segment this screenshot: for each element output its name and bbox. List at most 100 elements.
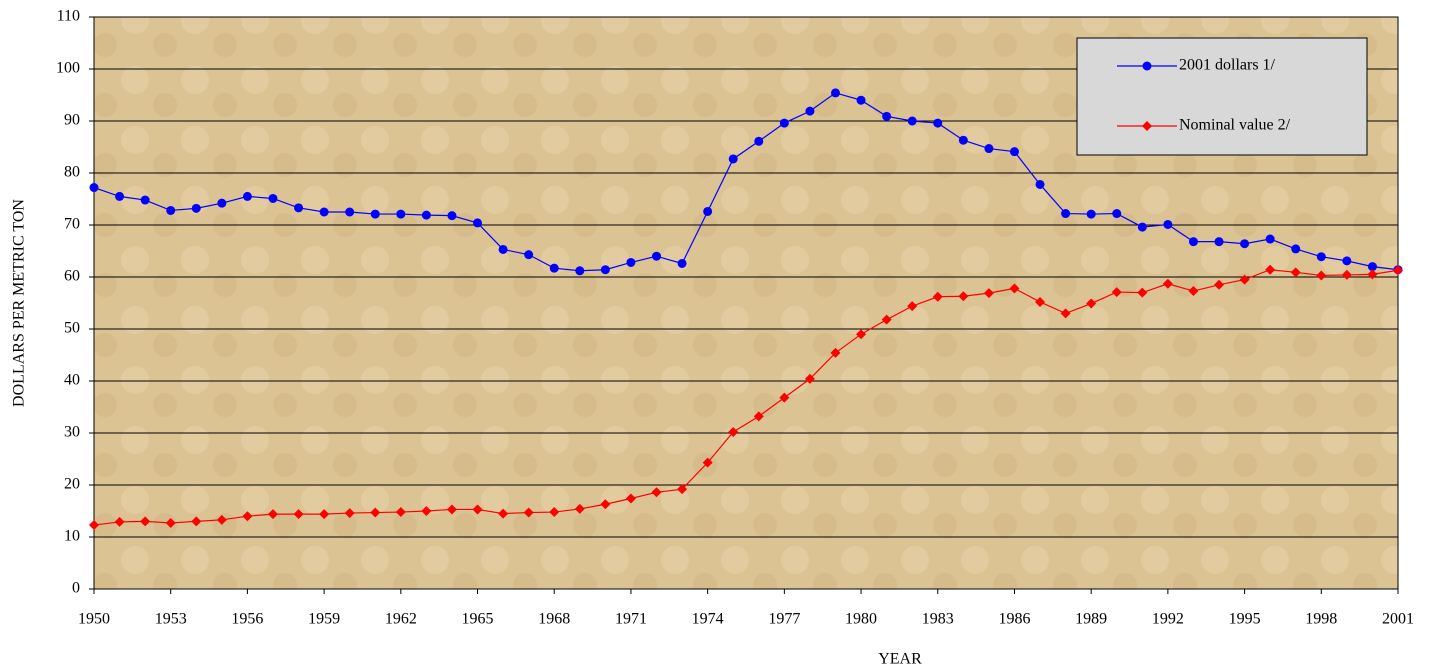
data-point: [1188, 286, 1199, 297]
data-point: [882, 111, 892, 121]
series-line: [93, 269, 1399, 526]
x-tick-label: 1965: [462, 611, 494, 628]
data-point: [242, 191, 252, 201]
data-point: [216, 514, 227, 525]
data-point: [1086, 298, 1097, 309]
data-point: [242, 511, 253, 522]
data-point: [1214, 279, 1225, 290]
data-point: [932, 291, 943, 302]
data-point: [1342, 256, 1352, 266]
data-point: [523, 507, 534, 518]
data-point: [652, 251, 662, 261]
data-point: [446, 504, 457, 515]
data-point: [830, 88, 840, 98]
data-point: [881, 314, 892, 325]
data-point: [1009, 147, 1019, 157]
data-point: [1341, 269, 1352, 280]
x-tick-label: 1977: [768, 611, 800, 628]
data-point: [472, 504, 483, 515]
data-point: [574, 503, 585, 514]
data-point: [703, 206, 713, 216]
data-point: [217, 198, 227, 208]
x-tick-label: 1974: [692, 611, 724, 628]
data-point: [1367, 269, 1378, 280]
x-tick-label: 2001: [1382, 611, 1414, 628]
data-point: [958, 135, 968, 145]
data-point: [140, 516, 151, 527]
data-point: [1162, 278, 1173, 289]
x-tick-label: 1962: [385, 611, 417, 628]
data-point: [1291, 244, 1301, 254]
data-point: [115, 191, 125, 201]
data-point: [268, 193, 278, 203]
data-point: [345, 207, 355, 217]
data-point: [1265, 234, 1275, 244]
data-point: [907, 116, 917, 126]
data-point: [498, 244, 508, 254]
data-point: [1061, 209, 1071, 219]
y-tick-label: 80: [64, 164, 80, 181]
data-point: [114, 516, 125, 527]
data-point: [191, 516, 202, 527]
data-point: [524, 250, 534, 260]
data-point: [165, 517, 176, 528]
y-tick-label: 110: [57, 8, 80, 25]
data-point: [1035, 296, 1046, 307]
data-point: [293, 509, 304, 520]
data-point: [549, 507, 560, 518]
data-point: [830, 347, 841, 358]
data-point: [395, 507, 406, 518]
y-tick-label: 0: [72, 580, 80, 597]
data-point: [166, 205, 176, 215]
y-tick-label: 40: [64, 372, 80, 389]
x-tick-label: 1971: [615, 611, 647, 628]
x-axis-title: YEAR: [878, 651, 922, 668]
legend-label: 2001 dollars 1/: [1179, 57, 1276, 74]
x-tick-label: 1980: [845, 611, 877, 628]
y-tick-label: 100: [56, 60, 80, 77]
data-point: [1367, 262, 1377, 272]
data-point: [1265, 264, 1276, 275]
data-point: [677, 258, 687, 268]
data-point: [600, 499, 611, 510]
data-point: [754, 136, 764, 146]
x-tick-label: 1983: [922, 611, 954, 628]
x-tick-label: 1956: [231, 611, 263, 628]
data-point: [1137, 222, 1147, 232]
data-point: [804, 373, 815, 384]
data-point: [370, 209, 380, 219]
data-point: [984, 144, 994, 154]
data-point: [319, 207, 329, 217]
data-point: [625, 493, 636, 504]
data-point: [1240, 239, 1250, 249]
y-tick-label: 20: [64, 476, 80, 493]
legend-marker: [1142, 61, 1152, 71]
x-tick-label: 1950: [78, 611, 110, 628]
data-point: [1035, 179, 1045, 189]
data-point: [1316, 270, 1327, 281]
data-point: [1188, 237, 1198, 247]
y-tick-label: 90: [64, 112, 80, 129]
data-point: [319, 509, 330, 520]
data-point: [473, 218, 483, 228]
x-tick-label: 1989: [1075, 611, 1107, 628]
data-point: [1316, 252, 1326, 262]
x-tick-label: 1998: [1305, 611, 1337, 628]
legend-label: Nominal value 2/: [1179, 117, 1291, 134]
y-axis-title: DOLLARS PER METRIC TON: [11, 199, 28, 407]
data-point: [447, 211, 457, 221]
data-point: [1393, 265, 1403, 276]
data-point: [728, 426, 739, 437]
data-point: [1112, 209, 1122, 219]
data-point: [779, 118, 789, 128]
data-point: [89, 183, 99, 193]
y-tick-label: 50: [64, 320, 80, 337]
data-point: [600, 265, 610, 275]
data-point: [294, 203, 304, 213]
y-tick-label: 10: [64, 528, 80, 545]
data-point: [933, 118, 943, 128]
x-tick-label: 1992: [1152, 611, 1184, 628]
data-point: [1290, 267, 1301, 278]
